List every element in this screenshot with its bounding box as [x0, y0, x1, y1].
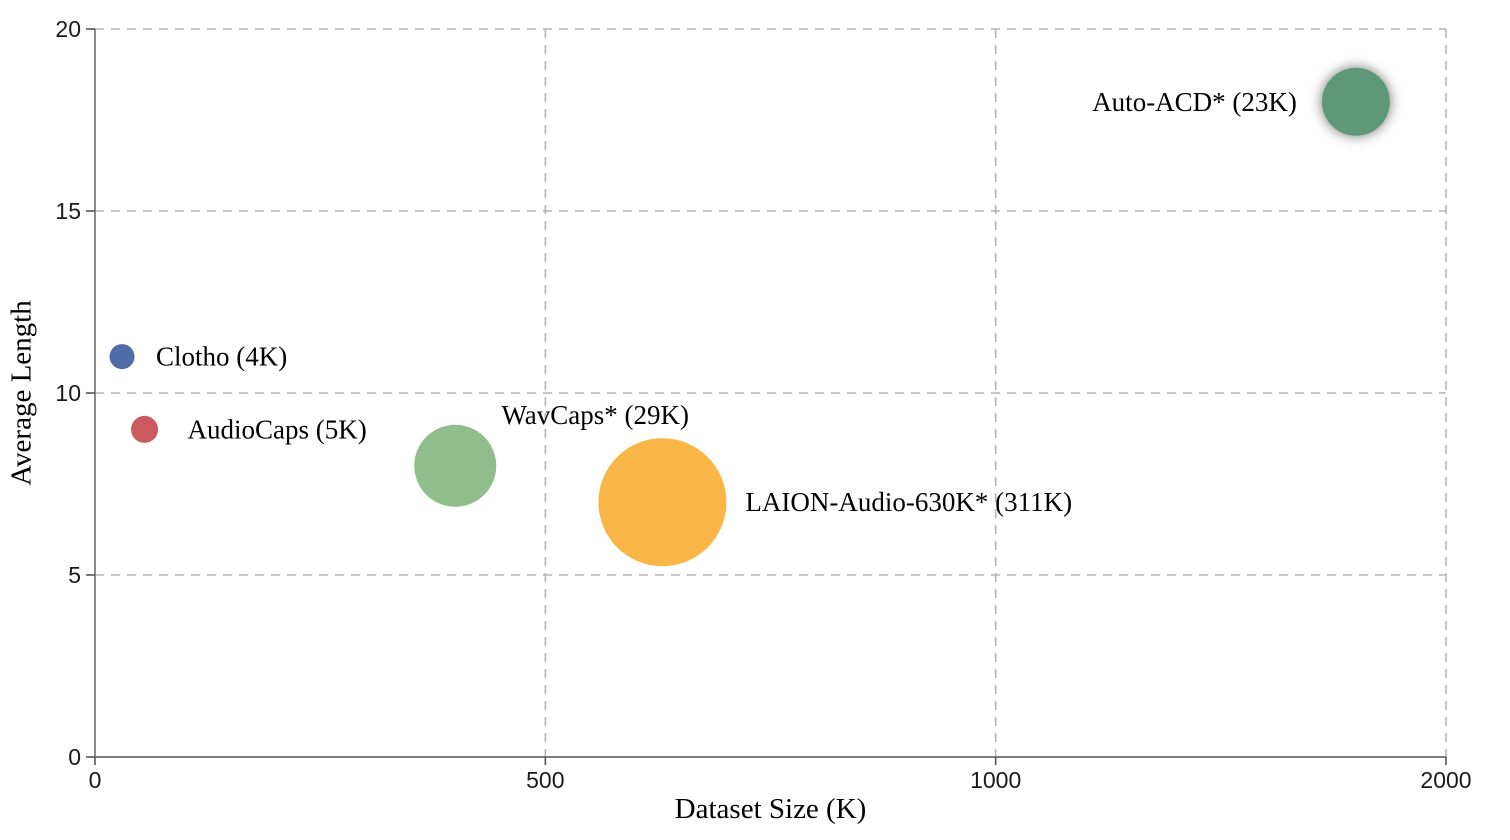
x-tick-label-0: 0 — [89, 767, 102, 793]
bubble-label-clotho: Clotho (4K) — [156, 342, 287, 372]
x-tick-label-2000: 2000 — [1420, 767, 1471, 793]
axes-group — [86, 28, 1447, 765]
y-tick-label-15: 15 — [55, 198, 81, 224]
x-axis-title: Dataset Size (K) — [674, 793, 867, 825]
bubble-label-wavcaps: WavCaps* (29K) — [501, 400, 689, 430]
bubble-label-audiocaps: AudioCaps (5K) — [188, 414, 367, 444]
labels-group: 0 5 10 15 20 0 500 1000 2000 Clotho (4K) AudioCaps… — [55, 16, 1471, 793]
bubble-auto-acd — [1321, 67, 1390, 136]
bubble-label-laion-audio-630k: LAION-Audio-630K* (311K) — [745, 487, 1072, 517]
y-axis-title: Average Length — [5, 300, 38, 486]
y-tick-label-0: 0 — [68, 744, 81, 770]
bubble-clotho — [109, 344, 135, 370]
data-points-group — [109, 67, 1390, 567]
bubble-wavcaps — [414, 424, 497, 507]
x-tick-label-500: 500 — [526, 767, 564, 793]
bubble-audiocaps — [131, 415, 159, 443]
y-tick-label-10: 10 — [55, 380, 81, 406]
x-tick-label-1000: 1000 — [970, 767, 1021, 793]
bubble-laion-audio-630k — [598, 438, 727, 567]
y-tick-label-20: 20 — [55, 16, 81, 42]
bubble-label-auto-acd: Auto-ACD* (23K) — [1092, 87, 1297, 117]
gridlines-group — [95, 28, 1447, 757]
y-tick-label-5: 5 — [68, 562, 81, 588]
